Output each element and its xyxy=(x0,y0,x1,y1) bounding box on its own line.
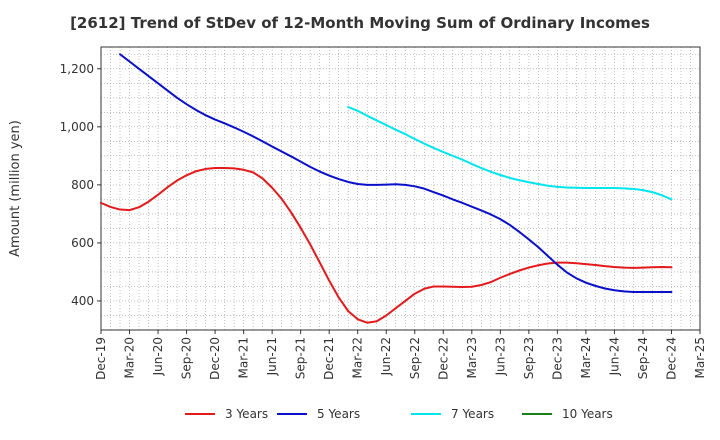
x-tick-label: Dec-22 xyxy=(436,337,450,380)
x-tick-label: Sep-23 xyxy=(522,337,536,379)
x-tick-label: Jun-21 xyxy=(265,337,279,376)
x-tick-label: Dec-23 xyxy=(550,337,564,380)
x-tick-label: Dec-21 xyxy=(322,337,336,380)
chart-title: [2612] Trend of StDev of 12-Month Moving… xyxy=(70,14,650,32)
legend-label: 7 Years xyxy=(451,407,494,421)
x-tick-label: Mar-25 xyxy=(693,337,707,378)
legend-label: 5 Years xyxy=(317,407,360,421)
x-tick-label: Sep-20 xyxy=(180,337,194,379)
legend-label: 3 Years xyxy=(225,407,268,421)
x-tick-label: Mar-20 xyxy=(123,337,137,378)
y-tick-label: 800 xyxy=(71,178,94,192)
series-line-7-years xyxy=(347,106,673,201)
y-tick-label: 1,200 xyxy=(60,62,94,76)
x-tick-label: Sep-24 xyxy=(636,337,650,379)
x-tick-label: Jun-22 xyxy=(379,337,393,376)
legend-label: 10 Years xyxy=(562,407,613,421)
y-tick-label: 400 xyxy=(71,294,94,308)
y-axis-title: Amount (million yen) xyxy=(8,120,23,257)
x-tick-label: Dec-24 xyxy=(664,337,678,380)
x-tick-label: Mar-22 xyxy=(351,337,365,378)
x-tick-label: Sep-22 xyxy=(408,337,422,379)
x-tick-label: Dec-20 xyxy=(208,337,222,380)
series-line-3-years xyxy=(100,167,673,324)
x-tick-label: Mar-24 xyxy=(579,337,593,378)
y-tick-label: 600 xyxy=(71,236,94,250)
plot-frame xyxy=(100,46,701,331)
x-tick-label: Sep-21 xyxy=(294,337,308,379)
x-tick-label: Mar-21 xyxy=(237,337,251,378)
x-tick-label: Jun-20 xyxy=(151,337,165,376)
x-tick-label: Jun-24 xyxy=(607,337,621,376)
x-tick-label: Jun-23 xyxy=(493,337,507,376)
y-tick-label: 1,000 xyxy=(60,120,94,134)
x-tick-label: Mar-23 xyxy=(465,337,479,378)
x-tick-label: Dec-19 xyxy=(94,337,108,380)
series-line-5-years xyxy=(119,53,673,293)
